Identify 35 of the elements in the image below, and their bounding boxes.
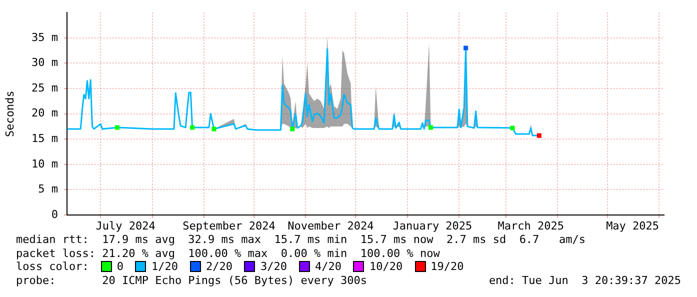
legend-label: 19/20 (430, 260, 464, 274)
point (464, 46, 468, 50)
legend-label: 0 (116, 260, 124, 274)
text: end: Tue Jun 3 20:39:37 2025 (488, 274, 681, 287)
x-tick-label: September 2024 (182, 219, 276, 232)
x-tick-label: November 2024 (288, 219, 374, 232)
point (212, 126, 216, 132)
point (290, 126, 295, 132)
point (536, 133, 542, 138)
legend-label: 2/20 (206, 260, 232, 274)
y-tick-label: 15 m (32, 132, 58, 145)
y-tick-label: 0 (51, 208, 58, 221)
y-tick-label: 10 m (32, 157, 58, 170)
legend-label: 1/20 (151, 260, 178, 274)
x-tick-label: May 2025 (606, 219, 660, 232)
y-tick-label: 25 m (32, 81, 58, 94)
y-tick-label: 35 m (32, 30, 58, 44)
point (114, 125, 120, 130)
text: probe: 20 ICMP Echo Pings (56 Bytes) every 300s (16, 274, 367, 287)
y-axis-title: Seconds (3, 90, 16, 137)
y-tick-label: 30 m (32, 56, 58, 70)
x-tick-label: January 2025 (392, 219, 472, 232)
y-tick-label: 5 m (38, 182, 58, 196)
legend-label: 10/20 (369, 260, 403, 274)
text: packet loss: 21.20 % avg 100.00 % max 0.00 % min 100.00 % now (16, 246, 441, 260)
text: median rtt: 17.9 ms avg 32.9 ms max 15.7 ms min 15.7 ms now 2.7 ms sd 6.7 am/s (16, 233, 587, 246)
point (190, 125, 195, 130)
x-tick-label: July 2024 (96, 219, 156, 232)
y-tick-label: 20 m (32, 106, 58, 120)
point (428, 125, 434, 130)
point (510, 126, 515, 130)
x-tick-label: March 2025 (498, 219, 564, 232)
legend-title: loss color: (16, 260, 89, 274)
legend-label: 3/20 (260, 260, 287, 274)
legend-label: 4/20 (314, 260, 342, 274)
